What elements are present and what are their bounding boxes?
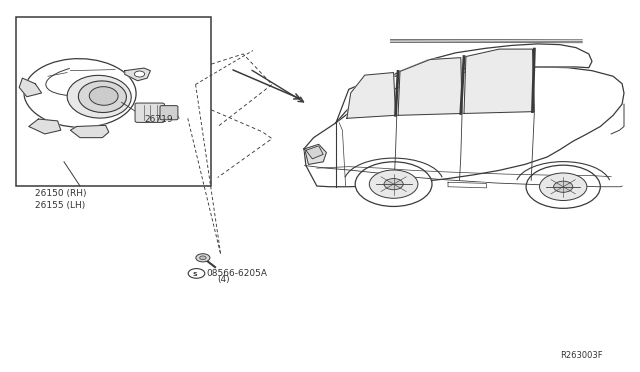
FancyBboxPatch shape — [135, 103, 164, 122]
Polygon shape — [70, 125, 109, 138]
Circle shape — [369, 170, 418, 198]
Text: R263003F: R263003F — [560, 351, 603, 360]
Polygon shape — [125, 68, 150, 81]
Polygon shape — [29, 119, 61, 134]
Polygon shape — [448, 182, 486, 188]
Circle shape — [526, 165, 600, 208]
Polygon shape — [336, 44, 592, 123]
Circle shape — [355, 162, 432, 206]
Polygon shape — [304, 67, 624, 187]
Text: 26719: 26719 — [145, 115, 173, 124]
Circle shape — [540, 173, 587, 201]
Circle shape — [200, 256, 206, 260]
Circle shape — [134, 71, 145, 77]
Polygon shape — [464, 49, 534, 113]
Circle shape — [196, 254, 210, 262]
Circle shape — [554, 181, 573, 192]
Polygon shape — [398, 58, 462, 115]
FancyBboxPatch shape — [160, 106, 178, 120]
Ellipse shape — [89, 87, 118, 105]
Text: 26150 (RH)
26155 (LH): 26150 (RH) 26155 (LH) — [35, 189, 86, 210]
Text: 08566-6205A: 08566-6205A — [207, 269, 268, 278]
Ellipse shape — [78, 81, 127, 112]
Polygon shape — [347, 73, 396, 118]
Ellipse shape — [67, 76, 131, 118]
Polygon shape — [306, 146, 323, 159]
Circle shape — [188, 269, 205, 278]
Text: S: S — [192, 272, 197, 277]
Text: (4): (4) — [218, 275, 230, 284]
Polygon shape — [19, 78, 42, 97]
Circle shape — [384, 179, 403, 190]
Ellipse shape — [24, 59, 136, 127]
Ellipse shape — [27, 61, 133, 125]
Bar — [16, 17, 211, 186]
Polygon shape — [305, 144, 326, 164]
